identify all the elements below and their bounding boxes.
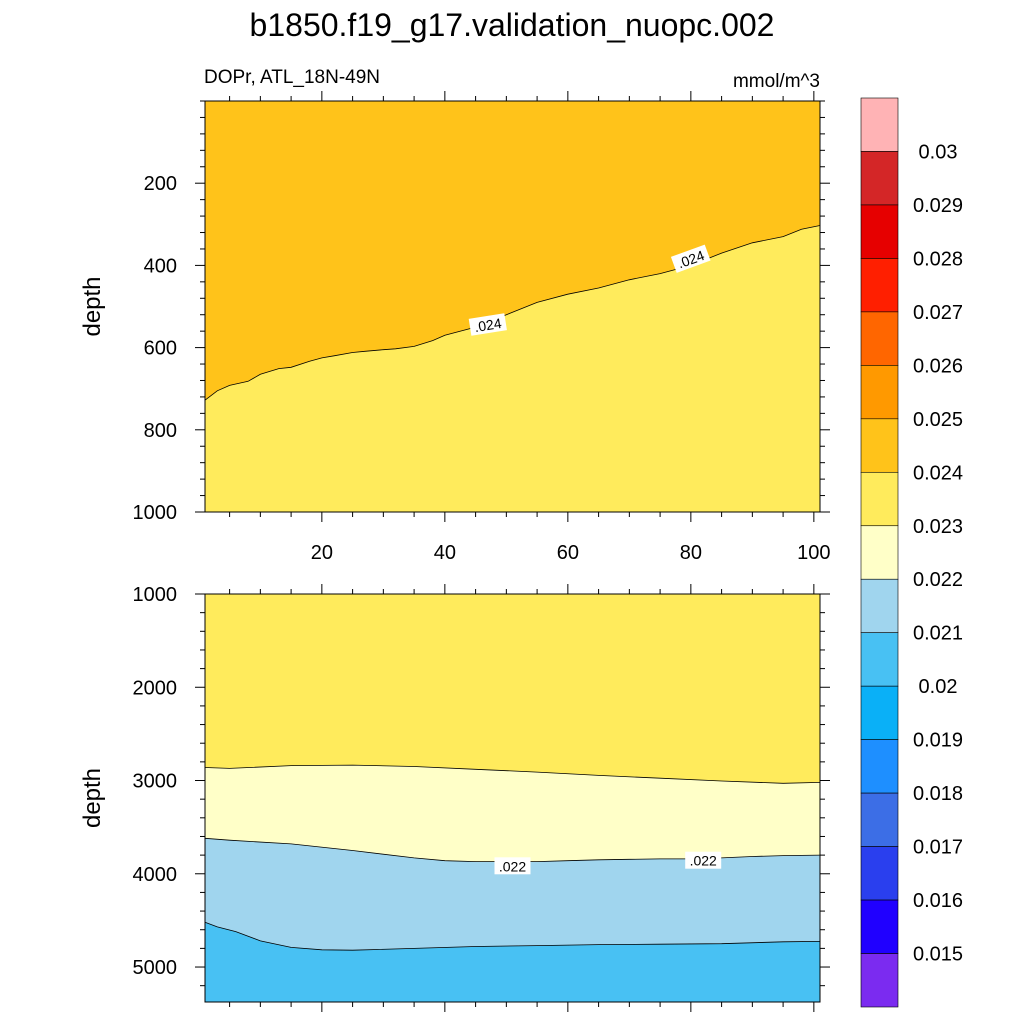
colorbar-swatch-15 [860, 899, 899, 954]
colorbar-label: 0.015 [913, 944, 963, 966]
upper-contour-label-0: .024 [468, 313, 507, 336]
colorbar-swatch-0 [860, 97, 899, 152]
colorbar-swatch-16 [860, 953, 899, 1008]
lower-contour-label-0: .022 [494, 857, 531, 875]
lower-ytick-label: 2000 [133, 677, 178, 699]
upper-ytick-label: 600 [144, 338, 177, 360]
upper-xtick-label: 100 [797, 542, 830, 564]
colorbar-swatch-5 [860, 365, 899, 420]
lower-contour-label-bg [685, 851, 722, 869]
colorbar-label: 0.019 [913, 730, 963, 752]
lower-region-0.023-0.024 [205, 594, 820, 784]
upper-xtick-label: 20 [311, 542, 333, 564]
lower-contour-label-text: .022 [690, 853, 717, 869]
colorbar-swatch-11 [860, 685, 899, 740]
lower-contour-line-0.022 [204, 837, 821, 862]
upper-contour-label-bg [670, 244, 711, 273]
upper-contour-label-bg [468, 313, 507, 336]
colorbar-swatch-4 [860, 311, 899, 366]
colorbar-swatch-14 [860, 846, 899, 901]
lower-contour-label-1: .022 [685, 851, 722, 869]
colorbar-swatch-2 [860, 204, 899, 259]
colorbar-swatch-7 [860, 471, 899, 527]
colorbar-label: 0.029 [913, 195, 963, 217]
colorbar-label: 0.027 [913, 302, 963, 324]
lower-panel: .022 .022 1000 2000 3000 4000 5000 depth [79, 584, 830, 1012]
upper-subtitle-left: DOPr, ATL_18N-49N [204, 67, 380, 88]
upper-ytick-label: 800 [144, 420, 177, 442]
lower-ytick-label: 4000 [133, 864, 178, 886]
upper-xtick-label: 40 [434, 542, 456, 564]
colorbar-label: 0.022 [913, 569, 963, 591]
colorbar-swatch-6 [860, 418, 899, 473]
lower-ytick-label: 3000 [133, 771, 178, 793]
colorbar: 0.03 0.029 0.028 0.027 0.026 0.025 0.024 0.023 0… [860, 97, 963, 1008]
upper-contour-label-text: .024 [473, 315, 503, 335]
lower-frame [204, 593, 821, 1003]
colorbar-swatch-8 [860, 525, 899, 580]
upper-ytick-label: 400 [144, 255, 177, 277]
colorbar-swatch-10 [860, 632, 899, 687]
colorbar-label: 0.018 [913, 783, 963, 805]
colorbar-label: 0.02 [919, 676, 958, 698]
colorbar-swatch-9 [860, 578, 899, 634]
chart-title: b1850.f19_g17.validation_nuopc.002 [250, 7, 775, 43]
upper-xtick-label: 60 [557, 542, 579, 564]
lower-contour-label-bg [494, 857, 531, 875]
lower-ylabel: depth [79, 768, 106, 828]
colorbar-label: 0.028 [913, 248, 963, 270]
upper-ytick-label: 1000 [133, 502, 178, 524]
lower-contour-line-0.021 [204, 921, 821, 951]
colorbar-label: 0.021 [913, 623, 963, 645]
colorbar-swatch-12 [860, 739, 899, 794]
colorbar-label: 0.026 [913, 355, 963, 377]
upper-xtick-label: 80 [680, 542, 702, 564]
upper-frame [204, 100, 821, 513]
upper-ylabel: depth [79, 276, 106, 336]
colorbar-label: 0.017 [913, 837, 963, 859]
upper-region-0.024-0.025 [205, 101, 820, 401]
colorbar-swatch-1 [860, 151, 899, 206]
lower-contour-label-text: .022 [499, 858, 526, 874]
colorbar-swatch-3 [860, 258, 899, 313]
colorbar-label: 0.016 [913, 890, 963, 912]
colorbar-label: 0.024 [913, 462, 963, 484]
lower-ytick-label: 1000 [133, 584, 178, 606]
upper-subtitle-right: mmol/m^3 [733, 71, 820, 92]
colorbar-label: 0.025 [913, 409, 963, 431]
lower-contour-line-0.023 [204, 764, 821, 784]
colorbar-swatch-13 [860, 792, 899, 847]
colorbar-label: 0.023 [913, 516, 963, 538]
upper-ytick-label: 200 [144, 173, 177, 195]
colorbar-label: 0.03 [919, 141, 958, 163]
lower-ytick-label: 5000 [133, 957, 178, 979]
